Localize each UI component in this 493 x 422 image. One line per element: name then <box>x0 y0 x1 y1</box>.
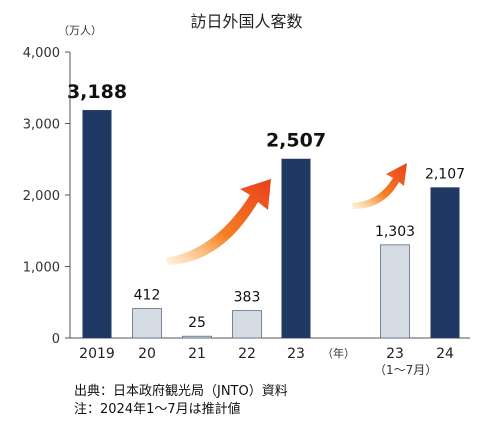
data-label: 383 <box>234 290 261 306</box>
bar <box>430 187 460 338</box>
x-tick-label: 23 <box>287 346 305 362</box>
estimate-note: 注：2024年1～7月は推計値 <box>74 402 241 417</box>
y-axis-unit: （万人） <box>58 24 102 37</box>
year-unit-label: （年） <box>322 347 355 360</box>
data-label: 2,107 <box>425 166 465 182</box>
data-label: 2,507 <box>266 130 326 152</box>
bar <box>132 308 162 339</box>
growth-arrow-small <box>352 163 407 209</box>
x-tick-label: 2019 <box>79 346 115 362</box>
bar <box>82 110 112 338</box>
y-tick-label: 3,000 <box>23 118 60 133</box>
data-label: 412 <box>134 288 161 304</box>
y-tick-label: 0 <box>52 332 60 347</box>
x-tick-label: 23 <box>386 346 404 362</box>
bar <box>380 244 410 339</box>
y-tick-label: 2,000 <box>23 189 60 204</box>
chart-title: 訪日外国人客数 <box>190 12 303 31</box>
y-tick-label: 4,000 <box>23 46 60 61</box>
source-note: 出典：日本政府観光局（JNTO）資料 <box>74 384 288 399</box>
x-tick-label: 24 <box>436 346 454 362</box>
y-tick-label: 1,000 <box>23 261 60 276</box>
period-sublabel: （1～7月） <box>374 363 438 377</box>
bar <box>281 158 311 338</box>
data-label: 25 <box>188 315 206 331</box>
x-tick-label: 22 <box>238 346 256 362</box>
bar <box>232 310 262 339</box>
data-label: 1,303 <box>375 224 415 240</box>
growth-arrow-large <box>166 179 271 265</box>
bar <box>182 335 212 339</box>
x-tick-label: 21 <box>188 346 206 362</box>
data-label: 3,188 <box>67 81 127 103</box>
x-tick-label: 20 <box>138 346 156 362</box>
